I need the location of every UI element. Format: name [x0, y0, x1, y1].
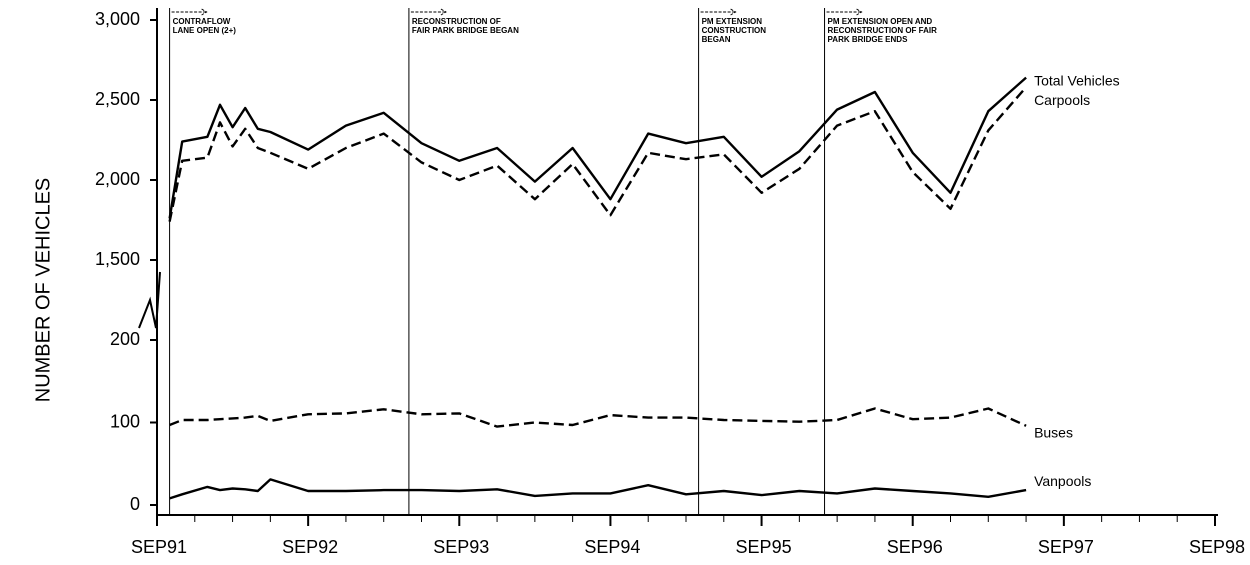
y-tick-label: 3,000 [95, 9, 140, 29]
series-label: Buses [1034, 425, 1073, 441]
event-label: CONTRAFLOW [173, 17, 231, 26]
x-tick-label: SEP94 [584, 537, 640, 557]
event-label: PM EXTENSION [702, 17, 763, 26]
y-tick-label: 200 [110, 329, 140, 349]
event-label: RECONSTRUCTION OF FAIR [828, 26, 938, 35]
y-tick-label: 0 [130, 494, 140, 514]
series-label: Carpools [1034, 92, 1090, 108]
event-label: FAIR PARK BRIDGE BEGAN [412, 26, 519, 35]
series-label: Total Vehicles [1034, 72, 1120, 88]
y-axis-label: NUMBER OF VEHICLES [32, 178, 54, 402]
x-tick-label: SEP92 [282, 537, 338, 557]
x-tick-label: SEP91 [131, 537, 187, 557]
event-label: CONSTRUCTION [702, 26, 767, 35]
series-line [168, 76, 1027, 219]
series-line [169, 407, 1027, 428]
y-tick-label: 1,500 [95, 249, 140, 269]
event-label: PM EXTENSION OPEN AND [828, 17, 933, 26]
x-tick-label: SEP93 [433, 537, 489, 557]
y-tick-label: 2,500 [95, 89, 140, 109]
x-tick-label: SEP98 [1189, 537, 1245, 557]
series-line [169, 478, 1027, 500]
y-tick-label: 2,000 [95, 169, 140, 189]
x-tick-label: SEP97 [1038, 537, 1094, 557]
series-line [168, 86, 1028, 222]
x-tick-label: SEP96 [887, 537, 943, 557]
event-arrow [826, 8, 863, 16]
event-label: BEGAN [702, 35, 731, 44]
event-label: PARK BRIDGE ENDS [828, 35, 909, 44]
event-label: RECONSTRUCTION OF [412, 17, 501, 26]
series-label: Vanpools [1034, 473, 1091, 489]
event-arrow [410, 8, 447, 16]
event-arrow [171, 8, 208, 16]
x-tick-label: SEP95 [736, 537, 792, 557]
event-label: LANE OPEN (2+) [173, 26, 237, 35]
y-tick-label: 100 [110, 411, 140, 431]
event-arrow [700, 8, 737, 16]
